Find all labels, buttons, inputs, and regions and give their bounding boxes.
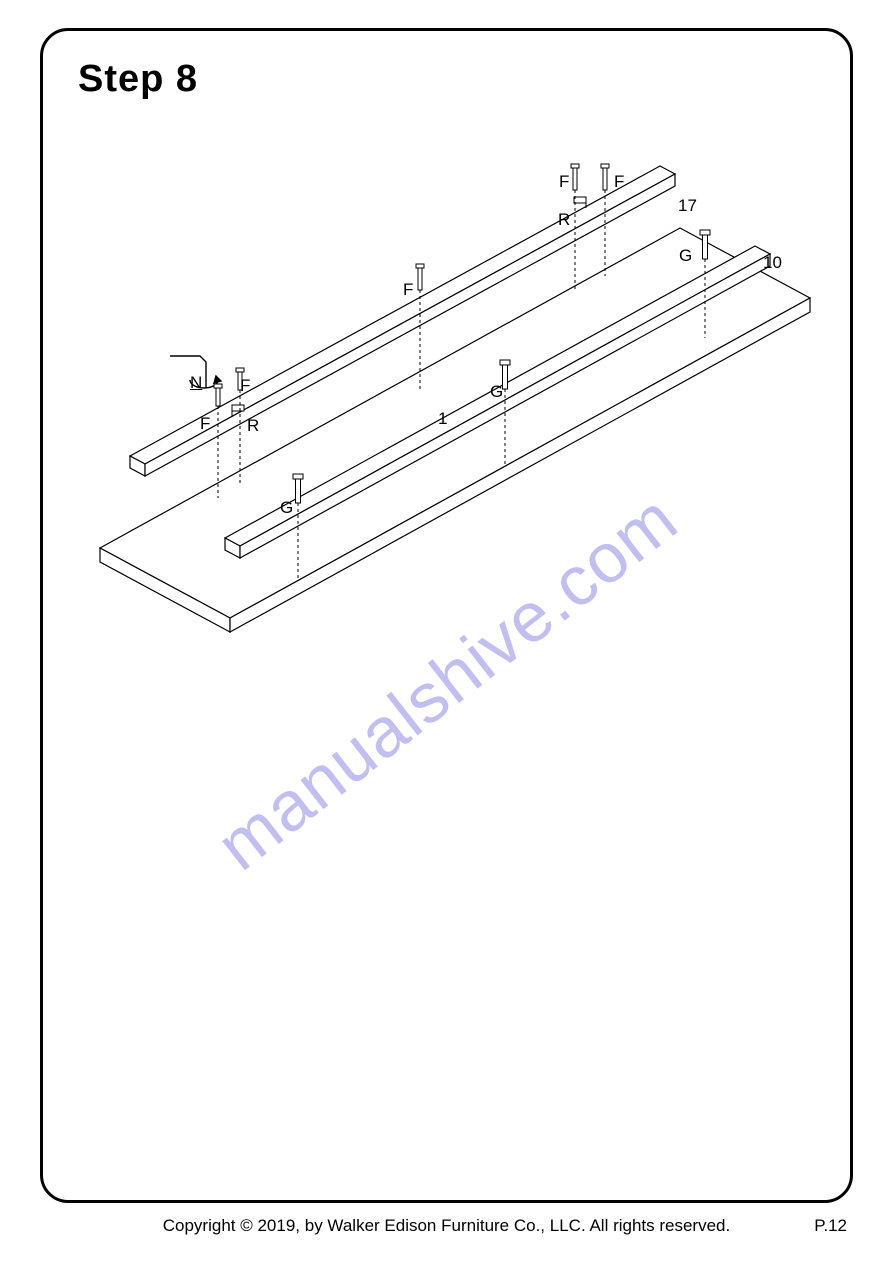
label-N: N bbox=[190, 373, 202, 393]
label-G: G bbox=[280, 498, 293, 518]
label-F: F bbox=[240, 376, 250, 396]
label-R: R bbox=[247, 416, 259, 436]
step-title: Step 8 bbox=[78, 58, 198, 101]
manual-page: Step 8 bbox=[0, 0, 893, 1263]
label-F: F bbox=[200, 414, 210, 434]
copyright-text: Copyright © 2019, by Walker Edison Furni… bbox=[0, 1216, 893, 1236]
page-frame bbox=[40, 28, 853, 1203]
label-17: 17 bbox=[678, 196, 697, 216]
label-1: 1 bbox=[438, 409, 447, 429]
label-G: G bbox=[679, 246, 692, 266]
label-F: F bbox=[614, 172, 624, 192]
label-R: R bbox=[558, 210, 570, 230]
label-F: F bbox=[559, 172, 569, 192]
label-F: F bbox=[403, 280, 413, 300]
page-number: P.12 bbox=[814, 1216, 847, 1236]
label-G: G bbox=[490, 382, 503, 402]
label-10: 10 bbox=[763, 253, 782, 273]
